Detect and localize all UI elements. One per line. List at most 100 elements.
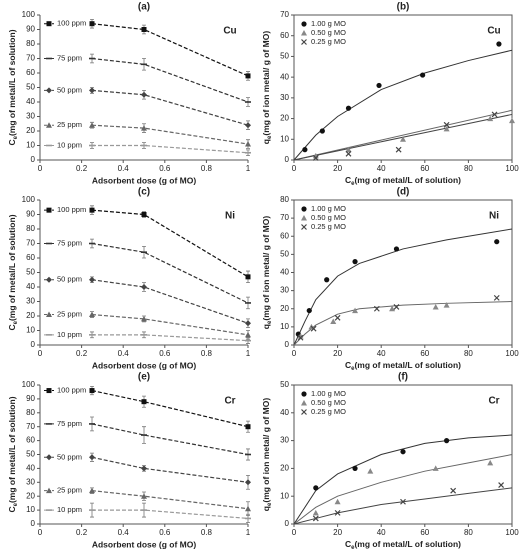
data-point — [245, 424, 251, 430]
x-tick-label: 1 — [246, 528, 251, 537]
data-point — [302, 147, 308, 153]
label-subscript: e — [13, 320, 19, 324]
data-point — [141, 212, 147, 217]
x-tick-label: 0.6 — [159, 349, 171, 358]
y-tick-label: 10 — [26, 505, 35, 514]
data-point — [141, 91, 147, 98]
legend-marker — [301, 30, 307, 36]
panel-title: (c) — [138, 187, 150, 198]
legend-label: 100 ppm — [57, 19, 86, 28]
x-tick-label: 80 — [464, 164, 473, 173]
data-point — [352, 465, 358, 471]
data-point — [141, 27, 147, 32]
data-point — [400, 136, 406, 142]
label-text: (mg of metal/L of solution) — [354, 360, 461, 370]
data-point — [345, 150, 352, 157]
x-tick-label: 40 — [377, 528, 386, 537]
data-point — [400, 449, 406, 455]
data-point — [89, 454, 95, 461]
y-tick-label: 30 — [26, 297, 35, 306]
series-line — [91, 456, 249, 483]
y-tick-label: 80 — [26, 39, 35, 48]
legend-marker — [46, 207, 52, 213]
x-tick-label: 20 — [333, 528, 342, 537]
data-point — [450, 487, 457, 494]
y-tick-label: 10 — [280, 491, 289, 500]
x-tick-label: 0.6 — [159, 528, 171, 537]
fit-curve — [293, 434, 513, 525]
y-tick-label: 90 — [26, 210, 35, 219]
label-symbol: C — [345, 175, 351, 185]
data-point — [373, 305, 380, 312]
y-tick-label: 0 — [31, 155, 36, 164]
axis-label: qe(mg of ion metal/ g of MO) — [261, 398, 272, 512]
y-tick-label: 70 — [26, 54, 35, 63]
legend-label: 0.25 g MO — [311, 222, 346, 231]
data-point — [498, 482, 505, 489]
y-tick-label: 0 — [31, 340, 36, 349]
x-tick-label: 0 — [292, 528, 297, 537]
y-tick-label: 50 — [280, 52, 289, 61]
y-tick-label: 40 — [280, 268, 289, 277]
legend-marker — [46, 487, 52, 494]
legend-marker — [46, 122, 52, 128]
data-point — [376, 82, 382, 89]
legend-label: 0.25 g MO — [311, 37, 346, 46]
data-point — [245, 274, 251, 280]
legend-marker — [46, 276, 52, 283]
y-tick-label: 50 — [280, 380, 289, 389]
label-subscript: e — [351, 181, 355, 187]
axis-label: Adsorbent dose (g of MO) — [92, 175, 197, 185]
series-line — [91, 124, 249, 145]
label-subscript: e — [351, 545, 355, 551]
y-tick-label: 80 — [26, 408, 35, 417]
data-point — [345, 146, 352, 153]
legend-label: 25 ppm — [57, 486, 82, 495]
data-point — [141, 399, 147, 405]
data-point — [443, 125, 450, 132]
x-tick-label: 80 — [464, 349, 473, 358]
axis-label: Ce(mg of metal/L of solution) — [7, 396, 18, 512]
panel-title: (f) — [398, 372, 408, 383]
x-tick-label: 100 — [505, 528, 519, 537]
legend-label: 1.00 g MO — [311, 389, 346, 398]
series-line — [91, 89, 249, 126]
y-tick-label: 10 — [280, 322, 289, 331]
y-tick-label: 60 — [26, 436, 35, 445]
data-point — [89, 21, 95, 27]
data-point — [395, 146, 402, 153]
y-tick-label: 60 — [26, 253, 35, 262]
x-tick-label: 20 — [333, 349, 342, 358]
data-point — [393, 304, 400, 310]
y-tick-label: 30 — [280, 436, 289, 445]
y-tick-label: 10 — [280, 134, 289, 143]
data-point — [312, 509, 319, 516]
data-point — [432, 303, 439, 310]
data-point — [330, 318, 337, 324]
label-text: (mg of ion metal/ g of MO) — [261, 398, 271, 503]
data-point — [310, 325, 317, 332]
label-symbol: C — [7, 139, 17, 145]
data-point — [496, 41, 502, 47]
panel-title: (b) — [397, 2, 410, 13]
x-tick-label: 0 — [292, 349, 297, 358]
legend-label: 50 ppm — [57, 452, 82, 461]
y-tick-label: 50 — [280, 249, 289, 258]
axis-label: Adsorbent dose (g of MO) — [92, 360, 197, 370]
y-tick-label: 40 — [26, 464, 35, 473]
x-tick-label: 0 — [292, 164, 297, 173]
data-point — [487, 115, 494, 122]
label-text: (mg of ion metal/ g of MO) — [261, 216, 271, 321]
label-subscript: e — [267, 320, 273, 324]
x-tick-label: 0.4 — [118, 528, 130, 537]
legend-marker — [301, 224, 307, 230]
data-point — [306, 307, 312, 314]
data-point — [245, 141, 251, 147]
y-tick-label: 40 — [280, 72, 289, 81]
x-tick-label: 0.8 — [201, 349, 213, 358]
data-point — [494, 239, 500, 245]
fit-curve — [293, 49, 513, 161]
x-tick-label: 100 — [505, 349, 519, 358]
metal-label: Cr — [224, 396, 235, 407]
